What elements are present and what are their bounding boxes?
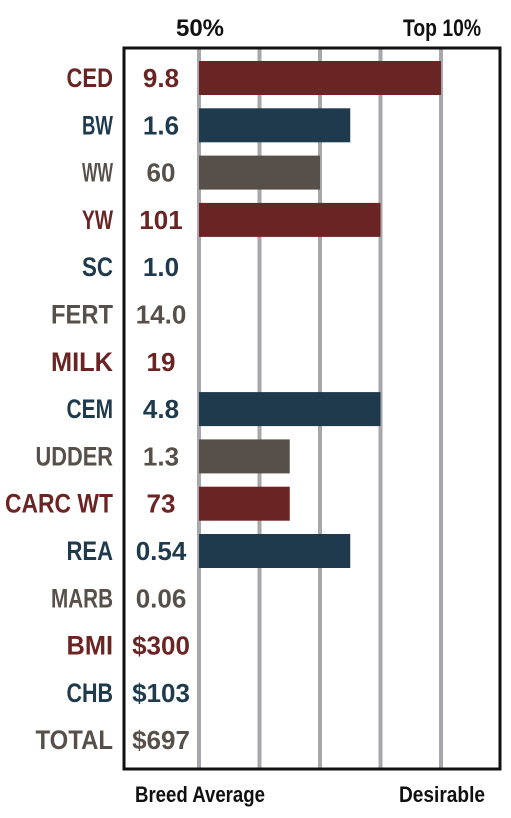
trait-label-sc: SC: [82, 252, 113, 282]
bars: [199, 61, 441, 568]
value-label-sc: 1.0: [143, 252, 179, 282]
bar-udder: [199, 439, 290, 474]
trait-label-bw: BW: [82, 110, 113, 140]
value-label-marb: 0.06: [136, 583, 187, 613]
header-label-50-percent: 50%: [176, 15, 224, 42]
value-label-bw: 1.6: [143, 110, 179, 140]
value-label-milk: 19: [147, 347, 176, 377]
value-label-total: $697: [132, 725, 190, 755]
trait-label-ced: CED: [67, 63, 114, 93]
trait-label-total: TOTAL: [36, 725, 114, 755]
value-label-carc-wt: 73: [147, 489, 176, 519]
trait-label-fert: FERT: [51, 300, 113, 330]
trait-label-rea: REA: [67, 536, 114, 566]
value-label-cem: 4.8: [143, 394, 179, 424]
value-label-bmi: $300: [132, 631, 190, 661]
footer-label-desirable: Desirable: [399, 782, 485, 807]
trait-label-ww: WW: [82, 158, 113, 188]
value-label-yw: 101: [139, 205, 182, 235]
trait-label-milk: MILK: [51, 347, 113, 377]
value-label-ww: 60: [147, 158, 176, 188]
bar-ww: [199, 155, 320, 190]
bar-yw: [199, 202, 381, 237]
value-label-fert: 14.0: [136, 300, 187, 330]
bar-cem: [199, 392, 381, 427]
header-label-top-10-percent: Top 10%: [403, 15, 481, 42]
bar-ced: [199, 61, 441, 95]
trait-label-chb: CHB: [67, 678, 114, 708]
value-label-chb: $103: [132, 678, 190, 708]
bar-rea: [199, 534, 351, 568]
value-label-rea: 0.54: [136, 536, 187, 566]
labels: 50% Top 10% Breed Average Desirable CED 9…: [5, 15, 485, 807]
bar-carc-wt: [199, 486, 290, 521]
bar-bw: [199, 108, 351, 143]
trait-label-udder: UDDER: [36, 441, 114, 471]
trait-label-bmi: BMI: [67, 631, 114, 661]
trait-label-yw: YW: [82, 205, 113, 235]
chart-frame: [122, 46, 502, 771]
footer-label-breed-average: Breed Average: [135, 782, 265, 807]
value-label-ced: 9.8: [143, 63, 179, 93]
trait-label-marb: MARB: [51, 583, 113, 613]
value-label-udder: 1.3: [143, 441, 179, 471]
trait-label-carc-wt: CARC WT: [5, 489, 113, 519]
trait-label-cem: CEM: [67, 394, 114, 424]
